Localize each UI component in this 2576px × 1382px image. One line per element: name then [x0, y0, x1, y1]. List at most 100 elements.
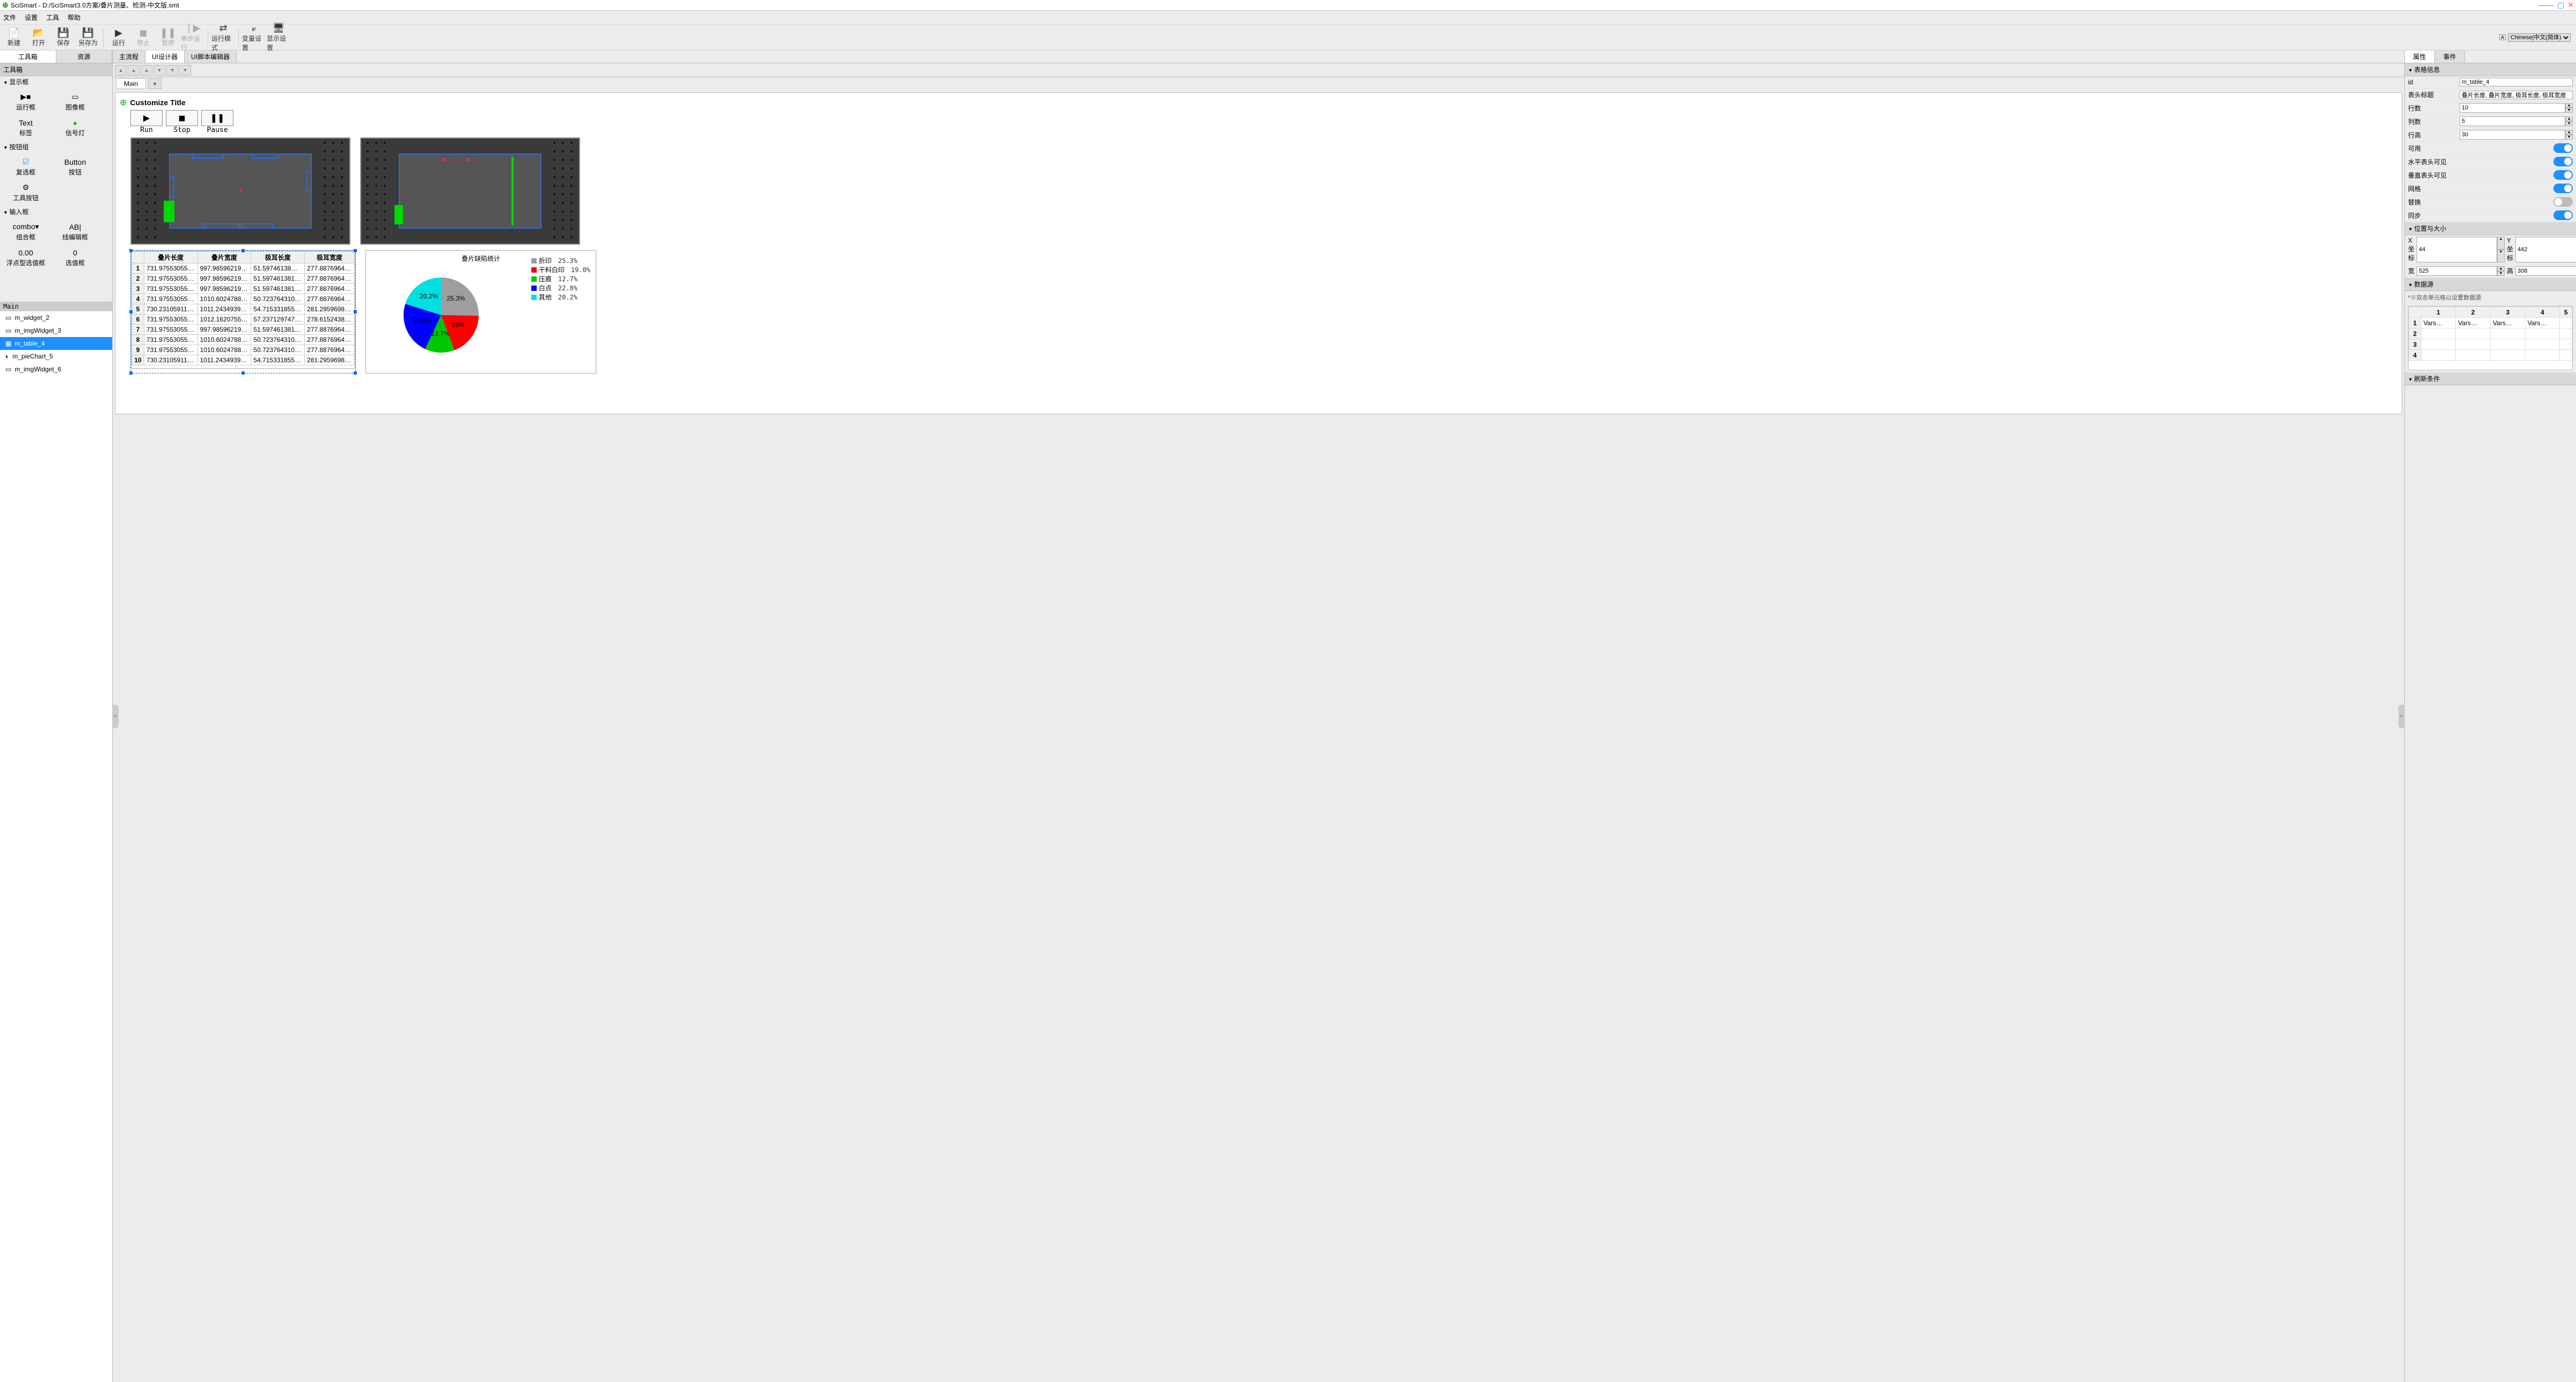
center-tab-main[interactable]: 主流程 [113, 50, 145, 63]
propgroup-refresh[interactable]: 刷新条件 [2405, 372, 2576, 385]
tb-dispset[interactable]: 🖥显示设置 [267, 23, 290, 52]
toolbox-item[interactable]: ●信号灯 [52, 115, 99, 139]
prop-rowh-input[interactable] [2460, 130, 2565, 140]
toolbox-item[interactable]: ▭图像框 [52, 90, 99, 113]
minimize-button[interactable]: —— [2539, 1, 2554, 10]
tb-saveas[interactable]: 💾另存为 [76, 27, 100, 47]
left-tab-resource[interactable]: 资源 [56, 50, 113, 63]
tb-step[interactable]: ❘▶单步运行 [181, 23, 204, 52]
hierarchy-item[interactable]: ◐m_pieChart_5 [0, 350, 112, 363]
design-canvas[interactable]: ⊕ Customize Title ▶Run ◼Stop ❚❚Pause + [115, 92, 2402, 414]
menu-settings[interactable]: 设置 [25, 13, 38, 22]
canvas-stop-button[interactable]: ◼ [166, 110, 198, 126]
prop-hhdr-toggle[interactable] [2553, 157, 2573, 166]
align-top-button[interactable]: ⫟ [153, 65, 165, 76]
prop-header-input[interactable] [2460, 91, 2573, 99]
hierarchy-item[interactable]: ▭m_imgWidget_3 [0, 324, 112, 337]
right-tab-props[interactable]: 属性 [2405, 50, 2435, 63]
pie-legend: 折印25.3%干料白印19.0%压痕12.7%白点22.8%其他20.2% [531, 256, 590, 302]
tb-new[interactable]: 📄新建 [2, 27, 26, 47]
prop-h-input[interactable] [2515, 266, 2576, 276]
left-collapser[interactable]: ‹‹ [112, 705, 119, 728]
tgroup-按钮组[interactable]: 按钮组 [0, 141, 112, 152]
toolbox-item[interactable]: ▶■运行框 [2, 90, 49, 113]
prop-x-input[interactable] [2417, 237, 2497, 262]
hierarchy-item[interactable]: ▦m_table_4 [0, 337, 112, 350]
prop-cols-input[interactable] [2460, 116, 2565, 126]
pie-chart-widget[interactable]: 叠片缺陷统计 25.3%19%12.7%22.8%20.2% 折印25.3%干料… [365, 250, 596, 374]
canvas-pause-button[interactable]: ❚❚ [201, 110, 233, 126]
prop-replace-toggle[interactable] [2553, 197, 2573, 207]
menu-file[interactable]: 文件 [3, 13, 16, 22]
svg-text:22.8%: 22.8% [413, 318, 431, 325]
prop-grid-toggle[interactable] [2553, 184, 2573, 193]
menu-tools[interactable]: 工具 [46, 13, 59, 22]
titlebar: ⊕ SciSmart - D:/SciSmart3.0方案/叠片测量、检测-中文… [0, 0, 2576, 11]
right-tab-events[interactable]: 事件 [2435, 50, 2465, 63]
menu-help[interactable]: 帮助 [68, 13, 80, 22]
toolbox: 显示框 ▶■运行框▭图像框Text标签●信号灯按钮组 ☑复选框Button按钮⚙工具… [0, 76, 112, 302]
left-tab-toolbox[interactable]: 工具箱 [0, 50, 56, 63]
hierarchy-item[interactable]: ▭m_widget_2 [0, 311, 112, 324]
tgroup-显示框[interactable]: 显示框 [0, 76, 112, 87]
align-bottom-button[interactable]: ⫟ [179, 65, 191, 76]
ds-table[interactable]: 123451Vars…Vars…Vars…Vars…234 [2408, 306, 2573, 370]
tb-stop[interactable]: ◼停止 [131, 27, 155, 47]
tgroup-输入框[interactable]: 输入框 [0, 206, 112, 217]
subtab-main[interactable]: Main [116, 78, 146, 89]
prop-enable-toggle[interactable] [2553, 143, 2573, 153]
image-widget-1[interactable]: + [130, 137, 350, 245]
tb-open[interactable]: 📂打开 [27, 27, 50, 47]
toolbox-item[interactable]: 0选值框 [52, 245, 99, 269]
center-area: ‹‹ 主流程 UI设计器 UI脚本编辑器 ⫠ ⫠ ⫠ ⫟ ⫟ ⫟ Main + … [113, 50, 2404, 1382]
toolbox-item[interactable]: 0.00浮点型选值框 [2, 245, 49, 269]
maximize-button[interactable]: ▢ [2557, 1, 2564, 10]
table-widget[interactable]: 叠片长度叠片宽度极耳长度极耳宽度1731.97553055…997.985962… [130, 250, 356, 374]
window-title: SciSmart - D:/SciSmart3.0方案/叠片测量、检测-中文版.… [11, 1, 179, 10]
prop-vhdr-toggle[interactable] [2553, 170, 2573, 180]
tb-pause[interactable]: ❚❚暂停 [156, 27, 180, 47]
canvas-run-button[interactable]: ▶ [130, 110, 163, 126]
main-toolbar: 📄新建 📂打开 💾保存 💾另存为 ▶运行 ◼停止 ❚❚暂停 ❘▶单步运行 ⇄运行… [0, 25, 2576, 50]
image-widget-2[interactable]: ■…………■ …… [360, 137, 580, 245]
toolbox-item[interactable]: AB|线编辑框 [52, 220, 99, 243]
center-tab-uiscript[interactable]: UI脚本编辑器 [185, 50, 237, 63]
canvas-logo-icon: ⊕ [120, 97, 127, 108]
hierarchy-header: Main [0, 302, 112, 311]
toolbox-item[interactable]: Text标签 [2, 115, 49, 139]
tb-varset[interactable]: 𝓋变量设置 [242, 23, 266, 52]
prop-id-input[interactable] [2460, 78, 2573, 86]
align-toolbar: ⫠ ⫠ ⫠ ⫟ ⫟ ⫟ [113, 63, 2404, 77]
propgroup-info[interactable]: 表格信息 [2405, 63, 2576, 76]
left-panel: 工具箱 资源 工具箱 显示框▶■运行框▭图像框Text标签●信号灯按钮组☑复选框… [0, 50, 113, 1382]
align-vcenter-button[interactable]: ⫟ [166, 65, 178, 76]
propgroup-datasource[interactable]: 数据源 [2405, 278, 2576, 291]
right-collapser[interactable]: ›› [2398, 705, 2405, 728]
close-button[interactable]: ✕ [2567, 1, 2574, 10]
hierarchy-list: ▭m_widget_2▭m_imgWidget_3▦m_table_4◐m_pi… [0, 311, 112, 1382]
prop-w-input[interactable] [2417, 266, 2497, 276]
align-right-button[interactable]: ⫠ [141, 65, 152, 76]
ds-note: *※双击单元格以设置数据源 [2405, 291, 2576, 304]
toolbox-item[interactable]: combo▾组合框 [2, 220, 49, 243]
prop-y-input[interactable] [2515, 237, 2576, 262]
center-tab-uidesigner[interactable]: UI设计器 [145, 50, 185, 63]
align-hcenter-button[interactable]: ⫠ [128, 65, 140, 76]
app-logo-icon: ⊕ [2, 1, 9, 10]
align-left-button[interactable]: ⫠ [115, 65, 127, 76]
tb-run[interactable]: ▶运行 [107, 27, 130, 47]
prop-sync-toggle[interactable] [2553, 210, 2573, 220]
tb-runmode[interactable]: ⇄运行模式 [211, 23, 235, 52]
subtab-add[interactable]: + [148, 78, 162, 89]
svg-text:25.3%: 25.3% [447, 295, 465, 302]
prop-rows-input[interactable] [2460, 103, 2565, 113]
toolbox-item[interactable]: ☑复选框 [2, 155, 49, 178]
svg-text:19%: 19% [451, 321, 464, 328]
canvas-title: Customize Title [130, 98, 185, 107]
toolbox-item[interactable]: Button按钮 [52, 155, 99, 178]
propgroup-pos[interactable]: 位置与大小 [2405, 222, 2576, 235]
toolbox-item[interactable]: ⚙工具按钮 [2, 180, 49, 204]
hierarchy-item[interactable]: ▭m_imgWidget_6 [0, 363, 112, 376]
lang-select[interactable]: Chinese|中文(简体) [2508, 33, 2571, 42]
tb-save[interactable]: 💾保存 [52, 27, 75, 47]
